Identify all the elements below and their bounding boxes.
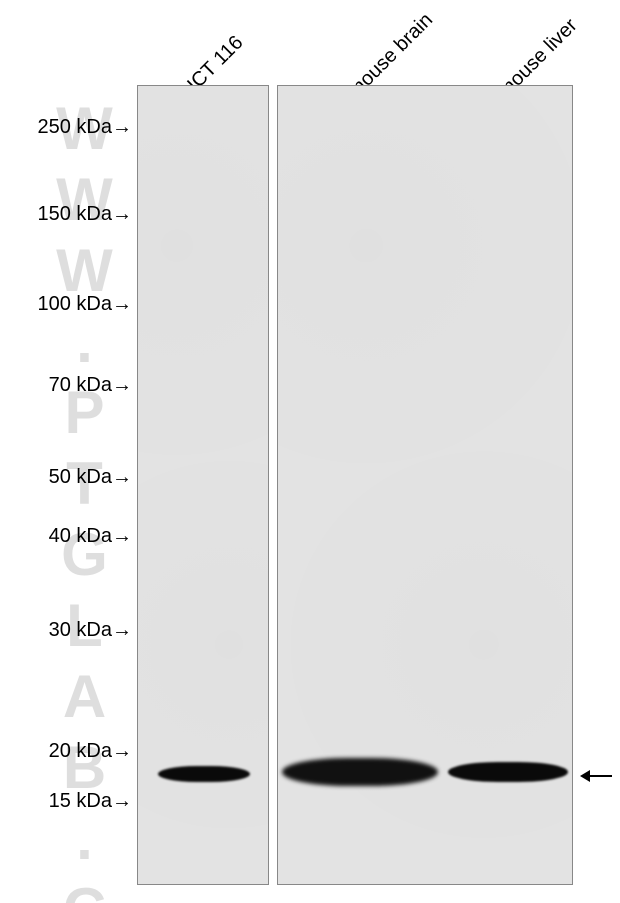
marker-40: 40 kDa→ bbox=[49, 525, 132, 548]
marker-20: 20 kDa→ bbox=[49, 740, 132, 763]
marker-100: 100 kDa→ bbox=[38, 293, 133, 316]
marker-15: 15 kDa→ bbox=[49, 790, 132, 813]
band-mouse-brain bbox=[282, 758, 438, 786]
band-indicator-arrow bbox=[580, 762, 614, 793]
blot-panel-right bbox=[277, 85, 573, 885]
band-hct116 bbox=[158, 766, 250, 782]
band-mouse-liver bbox=[448, 762, 568, 782]
marker-30: 30 kDa→ bbox=[49, 619, 132, 642]
marker-150: 150 kDa→ bbox=[38, 203, 133, 226]
blot-panel-left bbox=[137, 85, 269, 885]
marker-250: 250 kDa→ bbox=[38, 116, 133, 139]
marker-50: 50 kDa→ bbox=[49, 466, 132, 489]
marker-70: 70 kDa→ bbox=[49, 374, 132, 397]
